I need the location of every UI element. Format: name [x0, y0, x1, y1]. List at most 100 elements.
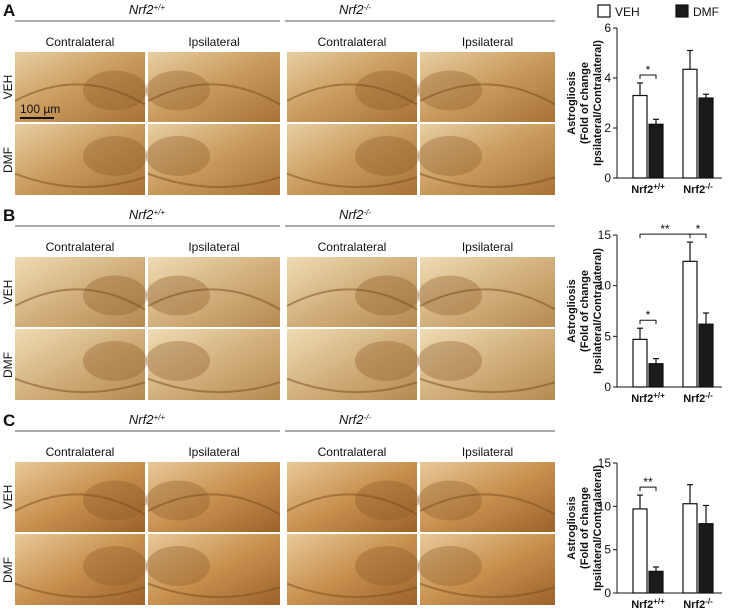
scale-bar-label: 100 µm	[20, 102, 60, 116]
genotype-label-base: Nrf2	[129, 2, 154, 17]
bar	[632, 94, 648, 179]
row-label: VEH	[1, 485, 15, 510]
tissue-region	[355, 340, 419, 381]
x-tick-label-sup: -/-	[705, 391, 713, 400]
x-tick-label-base: Nrf2	[631, 393, 653, 405]
micrograph	[148, 52, 280, 122]
column-label: Ipsilateral	[188, 35, 239, 49]
y-axis-label: Astrogliosis	[566, 496, 578, 560]
bar	[698, 97, 714, 179]
tissue-edge	[147, 172, 281, 189]
tissue-edge	[419, 83, 556, 106]
tissue-edge	[147, 377, 281, 394]
genotype-label-base: Nrf2	[339, 207, 364, 222]
tissue-region	[83, 545, 147, 586]
genotype-label-sup: -/-	[364, 208, 372, 217]
row-label: DMF	[1, 147, 15, 173]
bar	[698, 523, 714, 594]
bar	[682, 260, 698, 388]
genotype-label: Nrf2+/+	[129, 2, 165, 17]
micrograph	[148, 462, 280, 532]
tissue-region	[146, 135, 210, 176]
column-label: Contralateral	[46, 240, 115, 254]
tissue-edge	[419, 582, 556, 599]
column-label: Ipsilateral	[462, 445, 513, 459]
tissue-edge	[14, 493, 146, 516]
tissue-region	[146, 275, 210, 316]
panel-letter: C	[3, 411, 15, 430]
y-axis-label: Ipsilateral/Contralateral)	[592, 40, 604, 166]
y-axis-label: (Fold of change	[579, 270, 591, 352]
x-tick-label: Nrf2-/-	[683, 182, 713, 197]
significance-bracket	[689, 233, 707, 239]
legend-label: DMF	[693, 5, 719, 19]
genotype-label: Nrf2+/+	[129, 207, 165, 222]
tissue-region	[83, 135, 147, 176]
y-tick-label: 4	[604, 71, 611, 85]
tissue-region	[418, 480, 482, 521]
tissue-region	[418, 275, 482, 316]
x-tick-label-base: Nrf2	[631, 184, 653, 196]
genotype-label-sup: +/+	[153, 208, 165, 217]
tissue-region	[146, 70, 210, 111]
micrograph	[420, 462, 555, 532]
panel-letter: B	[3, 206, 15, 225]
x-tick-label: Nrf2+/+	[631, 182, 665, 197]
tissue-edge	[14, 377, 146, 394]
y-tick-label: 0	[604, 586, 611, 600]
column-label: Contralateral	[318, 35, 387, 49]
genotype-label-base: Nrf2	[339, 2, 364, 17]
column-label: Ipsilateral	[462, 35, 513, 49]
column-label: Contralateral	[318, 240, 387, 254]
y-tick-label: 10	[598, 279, 612, 293]
legend-swatch	[597, 4, 611, 18]
y-axis-label: Astrogliosis	[566, 71, 578, 135]
column-label: Contralateral	[46, 445, 115, 459]
bar	[632, 508, 648, 594]
genotype-label: Nrf2-/-	[339, 207, 371, 222]
x-tick-label-sup: -/-	[705, 597, 713, 606]
tissue-edge	[14, 582, 146, 599]
micrograph	[148, 257, 280, 327]
tissue-edge	[286, 83, 418, 106]
x-tick-label: Nrf2+/+	[631, 391, 665, 406]
x-tick-label-base: Nrf2	[683, 393, 705, 405]
x-tick-label-sup: +/+	[653, 182, 665, 191]
tissue-edge	[147, 493, 281, 516]
tissue-edge	[419, 172, 556, 189]
column-label: Ipsilateral	[188, 445, 239, 459]
tissue-edge	[147, 83, 281, 106]
genotype-label: Nrf2-/-	[339, 2, 371, 17]
bar	[698, 323, 714, 388]
genotype-label: Nrf2-/-	[339, 412, 371, 427]
micrograph	[15, 462, 145, 532]
tissue-edge	[286, 493, 418, 516]
tissue-region	[355, 545, 419, 586]
tissue-edge	[286, 288, 418, 311]
tissue-edge	[286, 377, 418, 394]
tissue-edge	[286, 172, 418, 189]
micrograph	[287, 462, 417, 532]
tissue-edge	[14, 288, 146, 311]
tissue-edge	[419, 288, 556, 311]
y-axis-label: (Fold of change	[579, 487, 591, 569]
tissue-region	[146, 480, 210, 521]
genotype-label-base: Nrf2	[129, 207, 154, 222]
y-axis-label: Ipsilateral/Contralateral)	[592, 248, 604, 374]
x-tick-label-sup: +/+	[653, 597, 665, 606]
bar	[682, 503, 698, 594]
significance-label: **	[660, 222, 670, 236]
tissue-region	[418, 545, 482, 586]
tissue-edge	[14, 83, 146, 106]
tissue-edge	[286, 582, 418, 599]
tissue-region	[418, 135, 482, 176]
legend-label: VEH	[615, 5, 640, 19]
y-tick-label: 5	[604, 329, 611, 343]
column-label: Contralateral	[318, 445, 387, 459]
significance-bracket	[639, 319, 657, 325]
x-tick-label: Nrf2-/-	[683, 597, 713, 610]
tissue-edge	[147, 288, 281, 311]
micrograph	[287, 257, 417, 327]
tissue-region	[418, 340, 482, 381]
x-tick-label-base: Nrf2	[631, 599, 653, 610]
